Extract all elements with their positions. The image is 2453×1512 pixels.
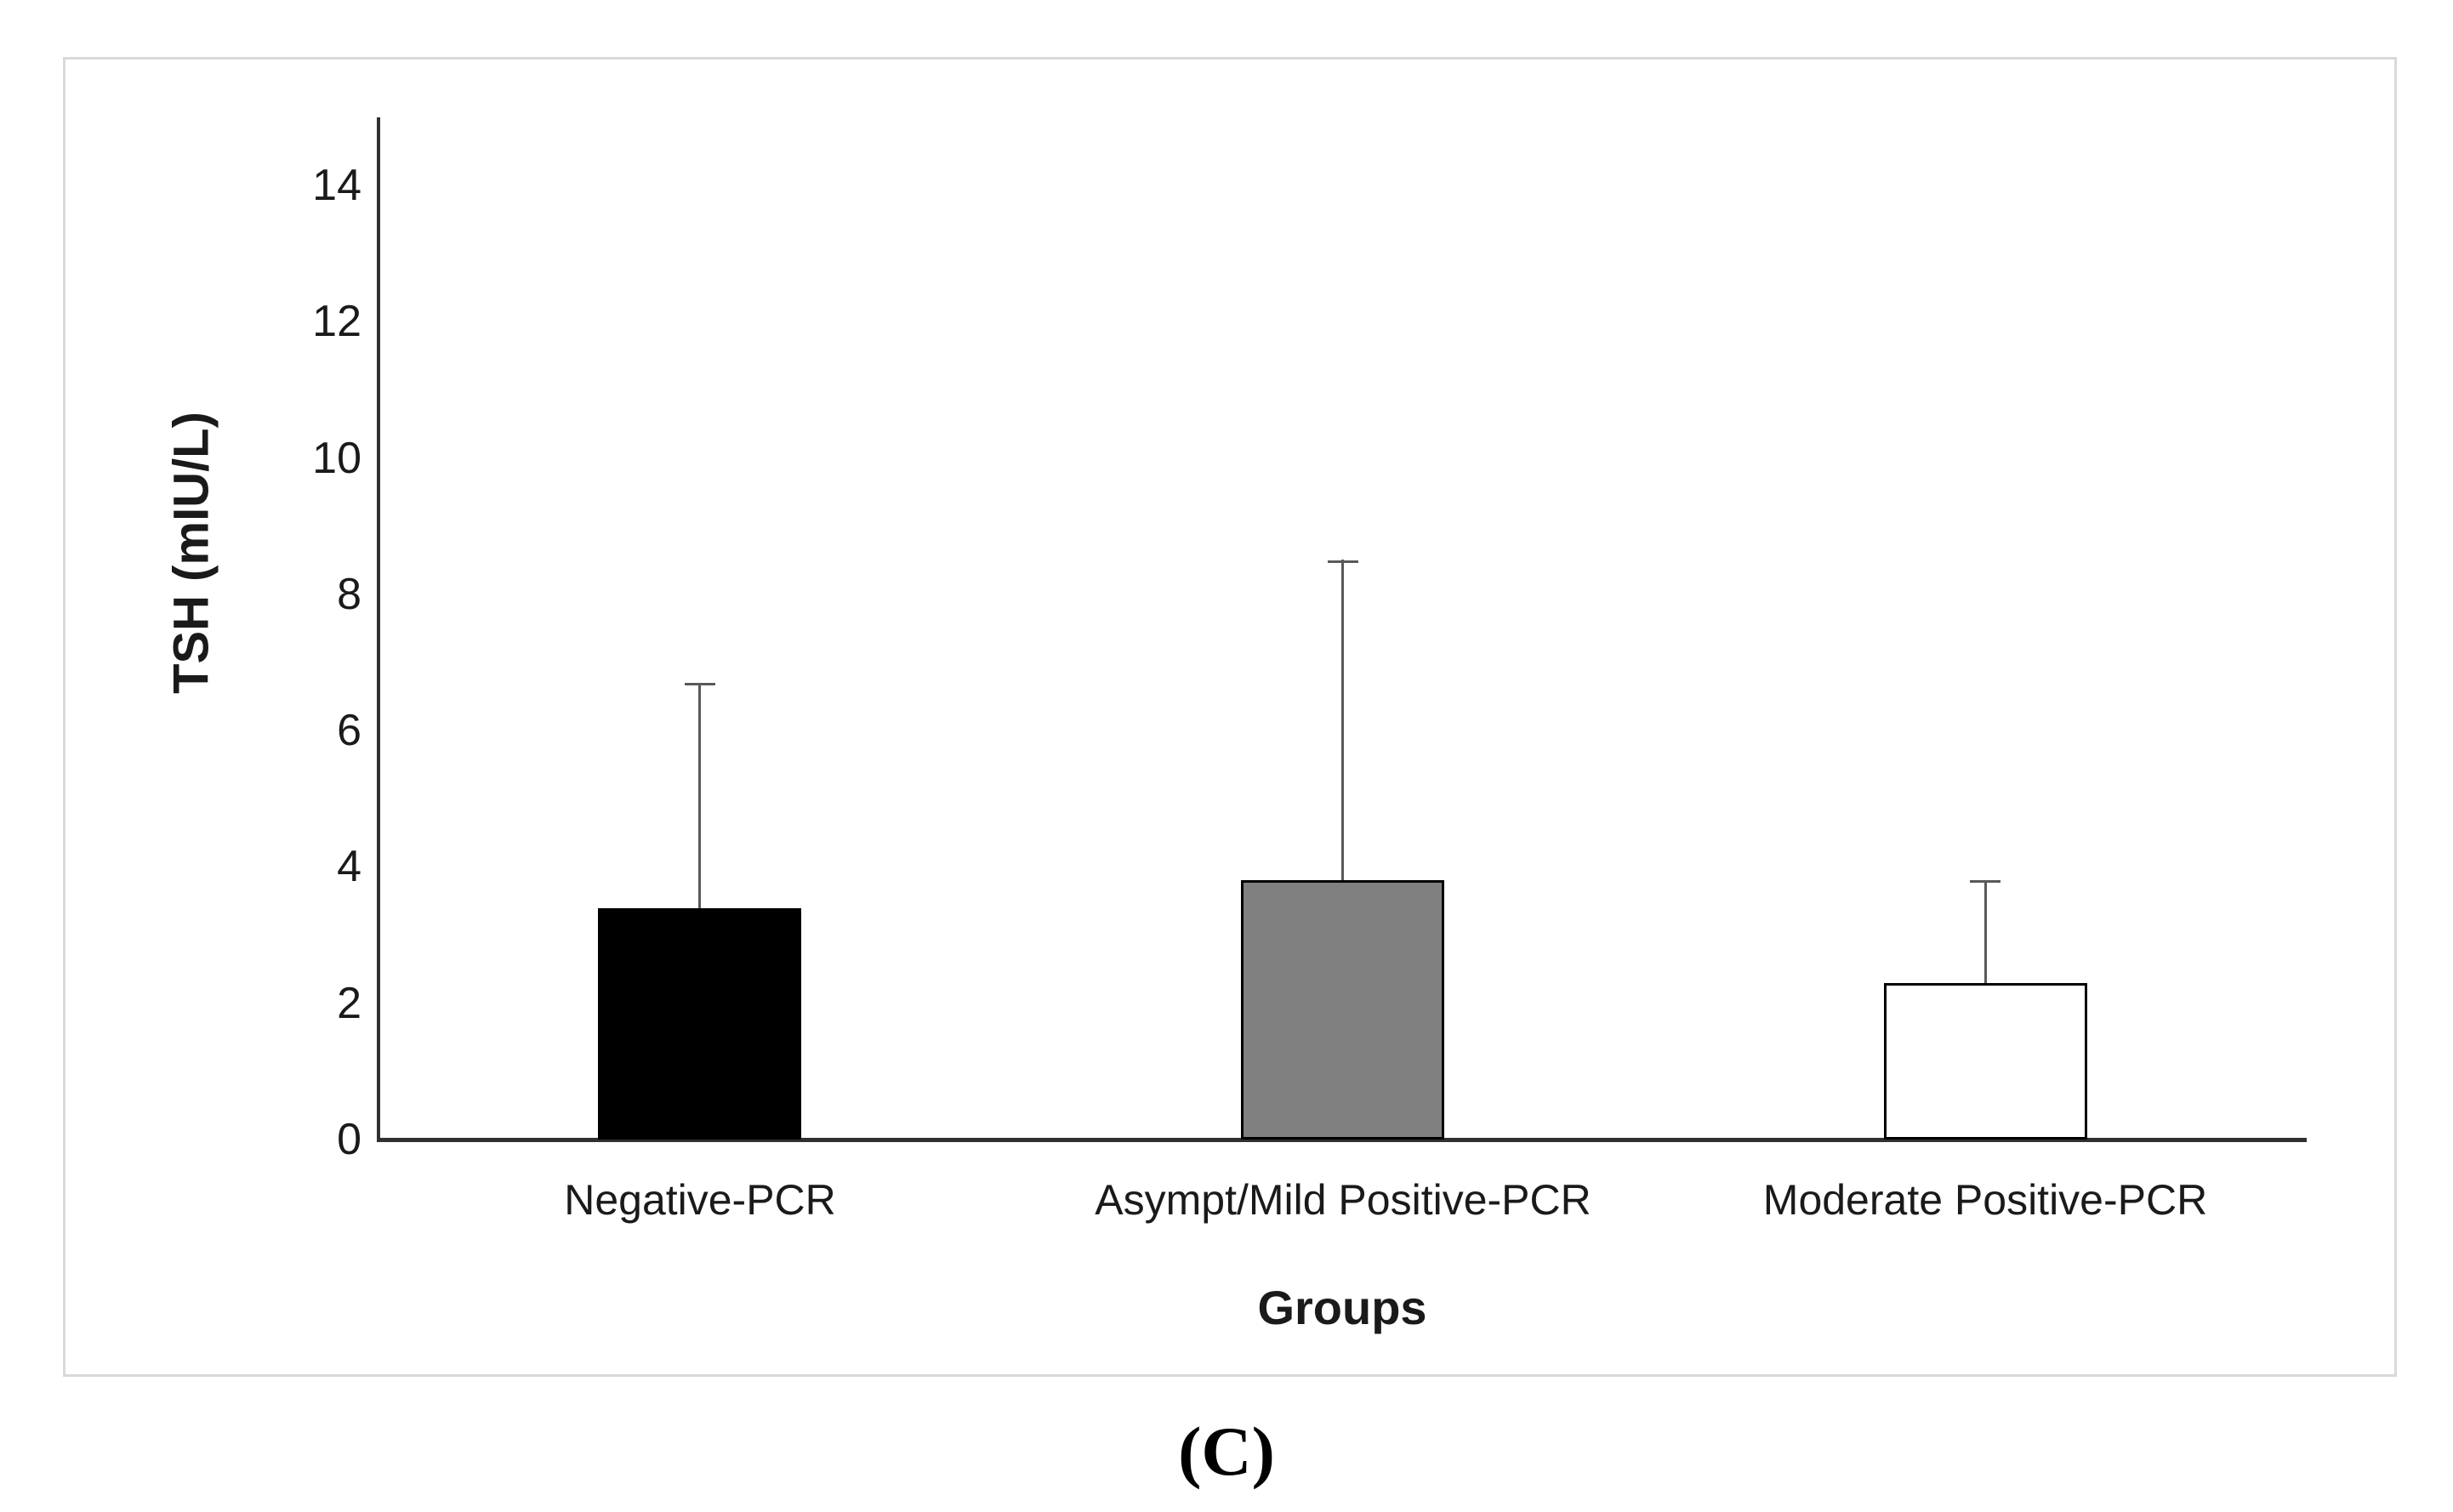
bar-2 bbox=[1241, 880, 1444, 1140]
y-tick-label: 12 bbox=[312, 297, 361, 347]
y-tick-label: 0 bbox=[337, 1115, 361, 1164]
x-axis-line bbox=[377, 1138, 2307, 1142]
figure-panel bbox=[63, 57, 2397, 1377]
bar-1 bbox=[598, 908, 801, 1140]
error-bar-cap bbox=[1328, 560, 1358, 563]
error-bar-line bbox=[698, 684, 701, 908]
y-tick-label: 6 bbox=[337, 706, 361, 756]
bar-3 bbox=[1884, 983, 2087, 1140]
y-tick-label: 14 bbox=[312, 161, 361, 211]
y-tick-label: 4 bbox=[337, 842, 361, 892]
y-tick-label: 8 bbox=[337, 569, 361, 619]
y-axis-line bbox=[377, 117, 380, 1142]
y-tick-label: 2 bbox=[337, 978, 361, 1028]
x-category-label: Negative-PCR bbox=[564, 1176, 836, 1224]
x-category-label: Asympt/Mild Positive-PCR bbox=[1095, 1176, 1591, 1224]
error-bar-line bbox=[1984, 881, 1987, 983]
error-bar-line bbox=[1341, 560, 1344, 880]
error-bar-cap bbox=[1970, 880, 2001, 883]
x-category-label: Moderate Positive-PCR bbox=[1762, 1176, 2208, 1224]
error-bar-cap bbox=[685, 683, 715, 685]
x-axis-title: Groups bbox=[1257, 1281, 1427, 1334]
figure-caption: (C) bbox=[1178, 1413, 1275, 1490]
plot-area bbox=[378, 117, 2307, 1140]
y-tick-label: 10 bbox=[312, 433, 361, 483]
